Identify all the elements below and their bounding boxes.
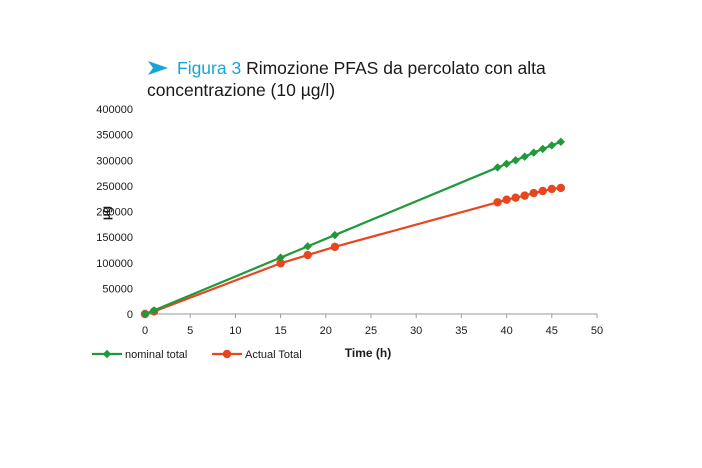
legend-item: Actual Total <box>212 349 302 361</box>
data-point <box>502 159 511 169</box>
y-tick-label: 0 <box>127 309 133 321</box>
y-axis-label: µg <box>99 206 113 220</box>
data-point <box>502 195 511 204</box>
data-point <box>511 193 520 202</box>
data-point <box>556 137 566 146</box>
data-point <box>529 148 538 157</box>
x-tick-label: 50 <box>591 325 603 337</box>
legend-item: nominal total <box>92 349 187 361</box>
figure-title: Figura 3 Rimozione PFAS da percolato con… <box>147 58 607 100</box>
y-tick-label: 300000 <box>96 155 133 167</box>
x-axis-label: Time (h) <box>345 346 391 360</box>
data-point <box>520 152 529 161</box>
x-tick-label: 5 <box>187 325 193 337</box>
figure-title-line-2: concentrazione (10 µg/l) <box>147 80 336 100</box>
data-point <box>547 141 556 150</box>
x-tick-label: 25 <box>365 325 377 337</box>
y-tick-label: 350000 <box>96 130 133 142</box>
x-tick-label: 30 <box>410 325 422 337</box>
figure-label: Figura 3 <box>177 58 242 78</box>
series-layer <box>140 137 566 319</box>
data-point <box>149 306 159 315</box>
data-point <box>529 188 538 198</box>
legend-marker <box>222 349 232 359</box>
y-tick-label: 50000 <box>102 283 133 295</box>
x-tick-label: 45 <box>546 325 558 337</box>
y-tick-label: 200000 <box>96 207 133 219</box>
x-axis-ticks: 0 5 10 15 20 25 30 35 40 45 50 <box>142 314 603 337</box>
legend: nominal total Actual Total <box>92 349 302 361</box>
figure-title-line-1: Figura 3 Rimozione PFAS da percolato con… <box>147 58 607 80</box>
data-point <box>330 230 340 240</box>
chevron-arrow-right-icon <box>147 60 169 80</box>
legend-label: nominal total <box>125 349 187 361</box>
data-point <box>547 184 556 194</box>
legend-marker <box>102 349 112 359</box>
x-tick-label: 35 <box>455 325 467 337</box>
data-point <box>538 186 547 196</box>
x-tick-label: 40 <box>500 325 512 337</box>
y-axis-ticks: 0 50000 100000 150000 200000 250000 300000 3500… <box>96 104 133 321</box>
x-tick-label: 20 <box>320 325 332 337</box>
figure-title-text: Rimozione PFAS da percolato con alta <box>246 58 546 78</box>
data-point <box>511 156 520 165</box>
legend-label: Actual Total <box>245 349 302 361</box>
y-tick-label: 250000 <box>96 181 133 193</box>
series-group <box>140 137 566 319</box>
y-tick-label: 400000 <box>96 104 133 116</box>
data-point <box>140 309 150 319</box>
x-tick-label: 15 <box>274 325 286 337</box>
data-point <box>556 183 566 193</box>
y-tick-label: 100000 <box>96 258 133 270</box>
series-group <box>140 183 566 319</box>
data-point <box>493 198 502 207</box>
series-line <box>144 186 561 316</box>
x-tick-label: 10 <box>229 325 241 337</box>
x-tick-label: 0 <box>142 325 148 337</box>
data-point <box>330 242 340 252</box>
y-tick-label: 150000 <box>96 232 133 244</box>
data-point <box>538 144 547 154</box>
data-point <box>303 250 312 260</box>
data-point <box>303 242 312 251</box>
data-point <box>493 163 502 172</box>
data-point <box>520 191 529 200</box>
data-point <box>276 259 285 268</box>
data-point <box>276 253 285 262</box>
